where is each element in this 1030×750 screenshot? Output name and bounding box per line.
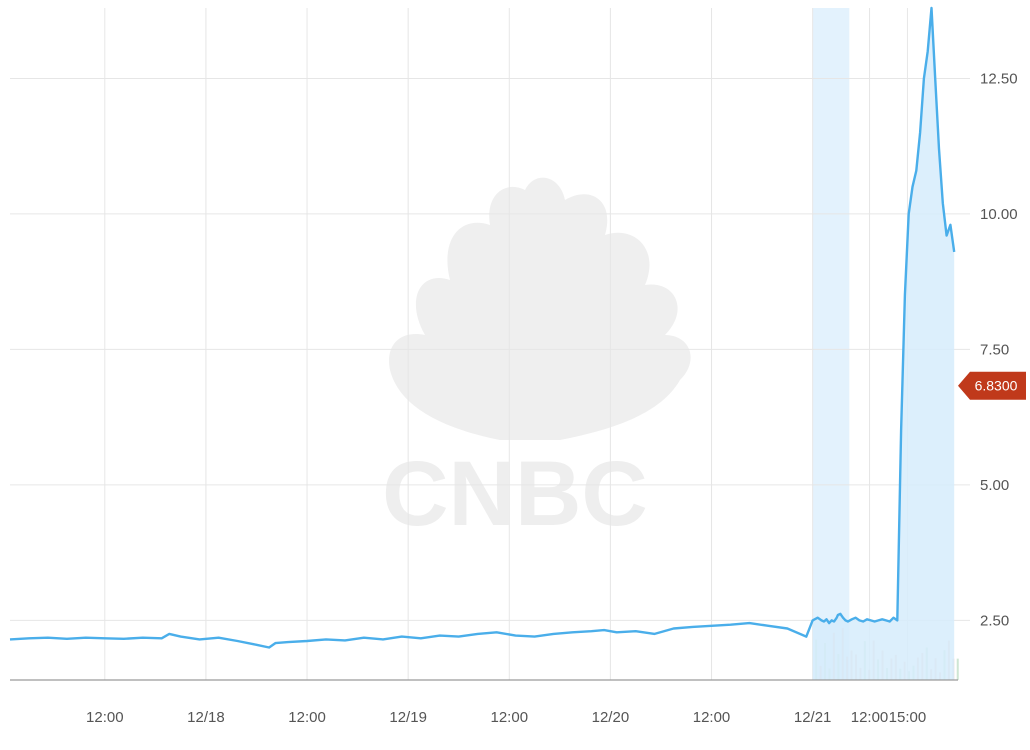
x-tick-label: 15:00 [889, 709, 927, 726]
x-tick-label: 12:00 [693, 709, 731, 726]
cnbc-watermark: CNBC [382, 177, 691, 545]
y-tick-label: 5.00 [980, 477, 1009, 494]
highlight-band [812, 8, 850, 680]
y-axis-tick-labels: 2.50 5.00 7.50 10.00 12.50 [980, 70, 1018, 629]
volume-bar [956, 658, 959, 680]
horizontal-gridlines [10, 77, 970, 621]
x-tick-label: 12:00 [86, 709, 124, 726]
watermark-text: CNBC [382, 443, 648, 545]
x-tick-label: 12/19 [389, 709, 427, 726]
x-tick-label: 12/20 [592, 709, 630, 726]
y-tick-label: 7.50 [980, 341, 1009, 358]
y-tick-label: 12.50 [980, 70, 1018, 87]
x-tick-label: 12/21 [794, 709, 832, 726]
x-tick-label: 12/18 [187, 709, 225, 726]
price-line [9, 6, 956, 649]
price-area-fill [812, 8, 955, 680]
x-tick-label: 12:00 [288, 709, 326, 726]
y-tick-label: 2.50 [980, 612, 1009, 629]
peacock-logo [389, 177, 691, 440]
x-axis-tick-labels: 12:00 12/18 12:00 12/19 12:00 12/20 12:00 12/21… [86, 709, 926, 726]
y-tick-label: 10.00 [980, 206, 1018, 223]
last-price-tag-label: 6.8300 [975, 378, 1018, 394]
x-tick-label: 12:00 [491, 709, 529, 726]
x-tick-label: 12:00 [851, 709, 889, 726]
last-price-tag-shape [958, 371, 1026, 400]
last-price-tag: 6.8300 [958, 371, 1026, 400]
